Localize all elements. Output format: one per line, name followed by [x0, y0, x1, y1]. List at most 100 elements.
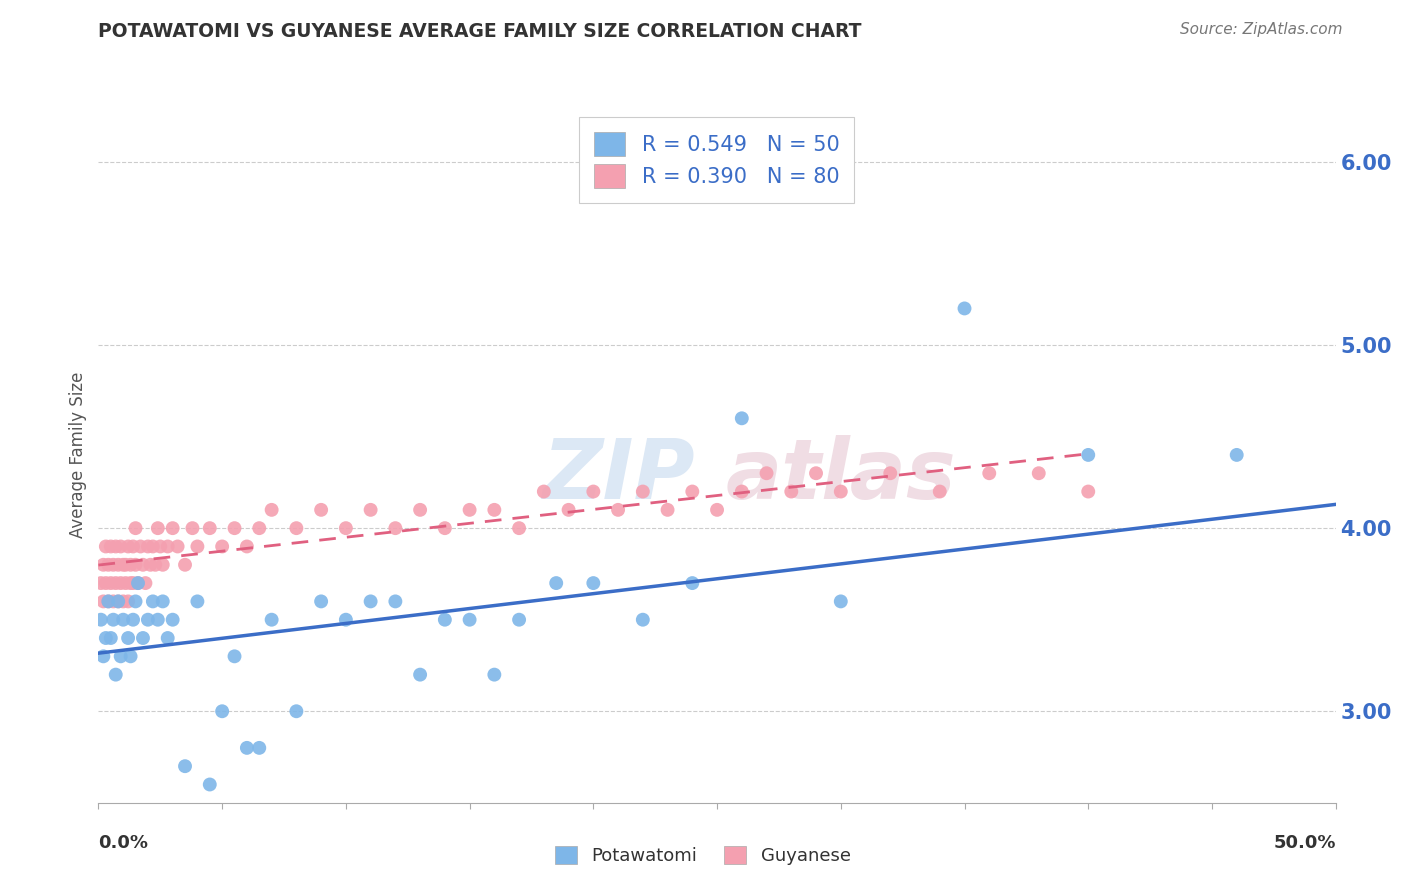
- Point: [136, 540, 159, 554]
- Point: [97, 558, 120, 572]
- Point: [755, 467, 778, 481]
- Point: [132, 631, 155, 645]
- Point: [335, 521, 357, 535]
- Point: [122, 576, 145, 591]
- Point: [830, 484, 852, 499]
- Point: [607, 503, 630, 517]
- Point: [149, 540, 172, 554]
- Point: [117, 594, 139, 608]
- Point: [127, 576, 149, 591]
- Legend: R = 0.549   N = 50, R = 0.390   N = 80: R = 0.549 N = 50, R = 0.390 N = 80: [579, 118, 853, 203]
- Point: [103, 594, 125, 608]
- Point: [94, 631, 117, 645]
- Point: [186, 594, 208, 608]
- Point: [120, 649, 142, 664]
- Point: [90, 613, 112, 627]
- Point: [174, 558, 197, 572]
- Point: [181, 521, 204, 535]
- Point: [110, 540, 132, 554]
- Point: [409, 503, 432, 517]
- Point: [124, 558, 146, 572]
- Point: [211, 704, 233, 718]
- Point: [127, 576, 149, 591]
- Point: [124, 594, 146, 608]
- Point: [546, 576, 568, 591]
- Point: [360, 594, 382, 608]
- Point: [557, 503, 579, 517]
- Point: [156, 631, 179, 645]
- Point: [309, 503, 332, 517]
- Text: 0.0%: 0.0%: [98, 834, 149, 852]
- Point: [731, 411, 754, 425]
- Point: [122, 613, 145, 627]
- Point: [953, 301, 976, 316]
- Point: [100, 631, 122, 645]
- Point: [458, 613, 481, 627]
- Point: [731, 484, 754, 499]
- Point: [830, 594, 852, 608]
- Point: [103, 613, 125, 627]
- Point: [285, 521, 308, 535]
- Point: [458, 503, 481, 517]
- Point: [260, 613, 283, 627]
- Point: [247, 740, 270, 755]
- Point: [112, 558, 135, 572]
- Point: [186, 540, 208, 554]
- Point: [152, 558, 174, 572]
- Point: [110, 649, 132, 664]
- Text: ZIP: ZIP: [541, 435, 695, 516]
- Point: [156, 540, 179, 554]
- Point: [1152, 814, 1174, 829]
- Text: 50.0%: 50.0%: [1274, 834, 1336, 852]
- Point: [236, 740, 259, 755]
- Point: [107, 594, 129, 608]
- Point: [124, 521, 146, 535]
- Point: [198, 521, 221, 535]
- Point: [780, 484, 803, 499]
- Point: [484, 503, 506, 517]
- Point: [631, 484, 654, 499]
- Legend: Potawatomi, Guyanese: Potawatomi, Guyanese: [547, 837, 859, 874]
- Point: [107, 558, 129, 572]
- Point: [93, 558, 115, 572]
- Point: [103, 558, 125, 572]
- Point: [198, 777, 221, 791]
- Point: [166, 540, 188, 554]
- Point: [97, 594, 120, 608]
- Point: [285, 704, 308, 718]
- Point: [384, 521, 406, 535]
- Point: [409, 667, 432, 681]
- Point: [152, 594, 174, 608]
- Point: [804, 467, 827, 481]
- Point: [100, 576, 122, 591]
- Point: [224, 649, 246, 664]
- Point: [224, 521, 246, 535]
- Point: [117, 631, 139, 645]
- Point: [142, 594, 165, 608]
- Point: [433, 613, 456, 627]
- Point: [112, 594, 135, 608]
- Point: [1226, 448, 1249, 462]
- Point: [104, 540, 127, 554]
- Point: [582, 484, 605, 499]
- Point: [433, 521, 456, 535]
- Point: [582, 576, 605, 591]
- Point: [117, 540, 139, 554]
- Point: [90, 576, 112, 591]
- Point: [143, 558, 166, 572]
- Point: [631, 613, 654, 627]
- Text: atlas: atlas: [725, 435, 956, 516]
- Point: [120, 558, 142, 572]
- Point: [142, 540, 165, 554]
- Point: [94, 576, 117, 591]
- Point: [134, 576, 156, 591]
- Point: [146, 613, 169, 627]
- Point: [236, 540, 259, 554]
- Point: [508, 521, 530, 535]
- Point: [136, 613, 159, 627]
- Point: [93, 594, 115, 608]
- Point: [122, 540, 145, 554]
- Point: [879, 467, 901, 481]
- Point: [1077, 448, 1099, 462]
- Point: [309, 594, 332, 608]
